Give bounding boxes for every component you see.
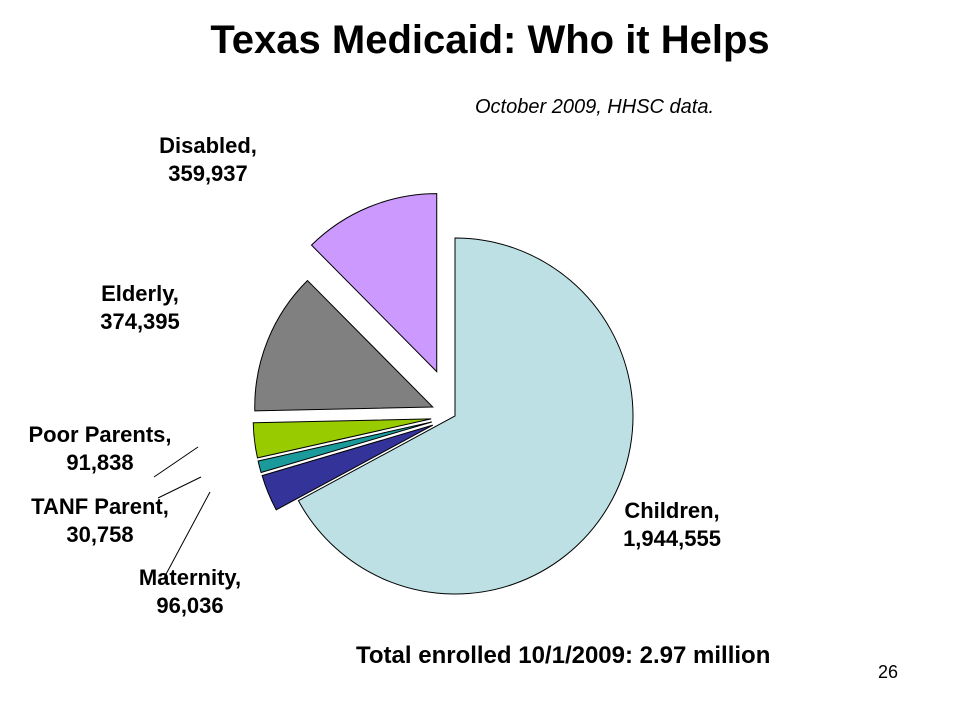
leader-line [157,476,202,499]
pie-slice-maternity [261,424,434,511]
pie-slice-elderly [254,279,434,412]
pie-slice-poor-parents [252,418,432,459]
pie-slice-tanf-parent [257,421,432,474]
slice-label-poor-parents: Poor Parents, 91,838 [28,422,171,475]
data-source-note: October 2009, HHSC data. [475,96,715,118]
page-number: 26 [878,662,899,682]
slice-label-disabled: Disabled, 359,937 [159,133,257,186]
pie-slice-disabled [310,193,438,373]
leader-line [153,446,199,478]
total-enrolled-text: Total enrolled 10/1/2009: 2.97 million [356,642,771,669]
slide-title: Texas Medicaid: Who it Helps [210,18,770,62]
slice-label-elderly: Elderly, 374,395 [100,281,180,334]
slice-label-children: Children, 1,944,555 [623,498,721,551]
pie-slice-children [297,237,634,595]
slice-label-tanf-parent: TANF Parent, 30,758 [31,494,169,547]
slice-label-maternity: Maternity, 96,036 [139,565,241,618]
leader-line [163,491,211,579]
